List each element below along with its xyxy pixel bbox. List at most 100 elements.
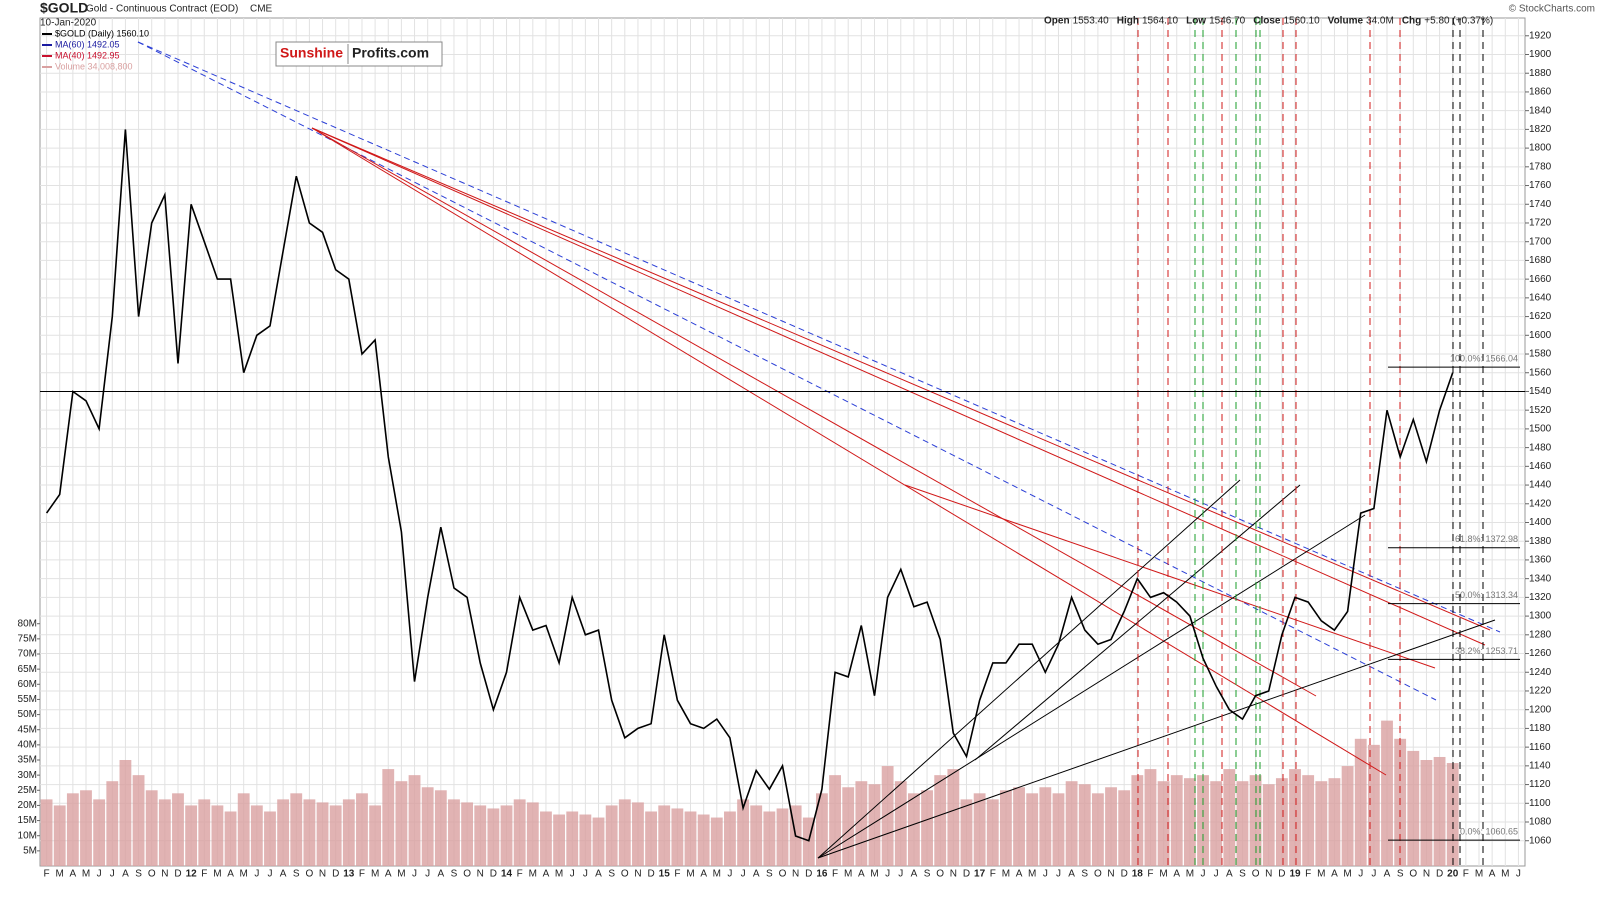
x-tick-label: M: [844, 869, 852, 880]
volume-tick-label: 35M: [18, 755, 37, 766]
stat-value: 1564.10: [1142, 16, 1179, 27]
stat-label: High: [1117, 16, 1139, 27]
volume-bar: [605, 805, 618, 866]
volume-bar: [710, 817, 723, 866]
x-tick-label: N: [1423, 869, 1430, 880]
x-tick-label: N: [319, 869, 326, 880]
x-tick-label: F: [359, 869, 365, 880]
y-tick-label: 1320: [1529, 592, 1552, 603]
y-tick-label: 1380: [1529, 536, 1552, 547]
x-tick-label: 16: [816, 869, 828, 880]
volume-bar: [973, 793, 986, 866]
price-line: [45, 129, 1454, 842]
x-tick-label: O: [1094, 869, 1102, 880]
volume-bar: [947, 769, 960, 866]
x-tick-label: A: [1226, 869, 1233, 880]
volume-bar: [1078, 784, 1091, 866]
x-tick-label: D: [174, 869, 181, 880]
volume-bar: [264, 811, 276, 866]
x-tick-label: A: [700, 869, 707, 880]
fib-label: 100.0%: 1566.04: [1450, 353, 1518, 363]
x-tick-label: A: [1384, 869, 1391, 880]
x-tick-label: J: [425, 869, 430, 880]
logo-text: Sunshine: [280, 45, 343, 61]
y-tick-label: 1300: [1529, 611, 1552, 622]
volume-tick-label: 70M: [18, 649, 37, 660]
x-tick-label: J: [741, 869, 746, 880]
volume-bar: [1328, 778, 1341, 866]
x-tick-label: A: [385, 869, 392, 880]
stat-label: Volume: [1328, 16, 1364, 27]
volume-bar: [145, 790, 158, 866]
y-tick-label: 1820: [1529, 124, 1552, 135]
trend-line: [137, 41, 1501, 633]
volume-bar: [1131, 775, 1144, 866]
volume-bar: [855, 781, 868, 866]
x-tick-label: D: [1278, 869, 1285, 880]
x-tick-label: M: [1343, 869, 1351, 880]
volume-bar: [632, 802, 644, 866]
x-tick-label: O: [306, 869, 314, 880]
y-tick-label: 1700: [1529, 236, 1552, 247]
x-tick-label: M: [713, 869, 721, 880]
volume-tick-label: 15M: [18, 815, 37, 826]
y-tick-label: 1360: [1529, 555, 1552, 566]
x-tick-label: O: [463, 869, 471, 880]
x-tick-label: A: [753, 869, 760, 880]
x-tick-label: J: [1056, 869, 1061, 880]
x-tick-label: M: [397, 869, 405, 880]
x-tick-label: A: [280, 869, 287, 880]
x-tick-label: M: [56, 869, 64, 880]
trend-line: [311, 127, 1486, 646]
y-tick-label: 1220: [1529, 686, 1552, 697]
x-tick-label: A: [1173, 869, 1180, 880]
volume-bar: [1249, 775, 1262, 866]
x-tick-label: M: [1501, 869, 1509, 880]
x-tick-label: N: [1265, 869, 1272, 880]
x-tick-label: S: [924, 869, 931, 880]
volume-bar: [1367, 744, 1380, 866]
volume-bar: [303, 799, 316, 866]
x-tick-label: J: [1201, 869, 1206, 880]
volume-tick-label: 30M: [18, 770, 37, 781]
x-tick-label: J: [97, 869, 102, 880]
legend-label: MA(60) 1492.05: [55, 39, 120, 49]
x-tick-label: N: [950, 869, 957, 880]
trend-line: [311, 127, 1491, 631]
y-tick-label: 1920: [1529, 30, 1552, 41]
x-tick-label: A: [1489, 869, 1496, 880]
volume-bar: [1091, 793, 1104, 866]
x-tick-label: O: [1409, 869, 1417, 880]
x-tick-label: A: [122, 869, 129, 880]
chart-subtitle: Gold - Continuous Contract (EOD): [86, 4, 238, 15]
volume-bar: [816, 793, 828, 866]
x-tick-label: A: [1068, 869, 1075, 880]
volume-bar: [908, 793, 920, 866]
x-tick-label: J: [412, 869, 417, 880]
x-tick-label: S: [293, 869, 300, 880]
volume-bar: [553, 814, 566, 866]
x-tick-label: O: [779, 869, 787, 880]
x-tick-label: A: [911, 869, 918, 880]
volume-bar: [1407, 750, 1420, 866]
logo-text: Profits.com: [352, 45, 429, 61]
x-tick-label: D: [963, 869, 970, 880]
volume-bar: [1275, 778, 1288, 866]
x-tick-label: M: [870, 869, 878, 880]
x-tick-label: N: [477, 869, 484, 880]
x-tick-label: F: [517, 869, 523, 880]
y-tick-label: 1100: [1529, 798, 1551, 809]
volume-bar: [474, 805, 487, 866]
stat-value: 1553.40: [1073, 16, 1110, 27]
volume-bar: [645, 811, 657, 866]
volume-bar: [198, 799, 211, 866]
y-tick-label: 1520: [1529, 405, 1552, 416]
stat-label: Close: [1253, 16, 1281, 27]
stats: Open 1553.40 High 1564.10 Low 1546.70 Close 156…: [1044, 16, 1493, 27]
volume-bar: [697, 814, 710, 866]
chart-title: $GOLD: [40, 0, 88, 16]
x-tick-label: 17: [974, 869, 986, 880]
volume-bar: [1315, 781, 1328, 866]
x-tick-label: S: [1397, 869, 1404, 880]
